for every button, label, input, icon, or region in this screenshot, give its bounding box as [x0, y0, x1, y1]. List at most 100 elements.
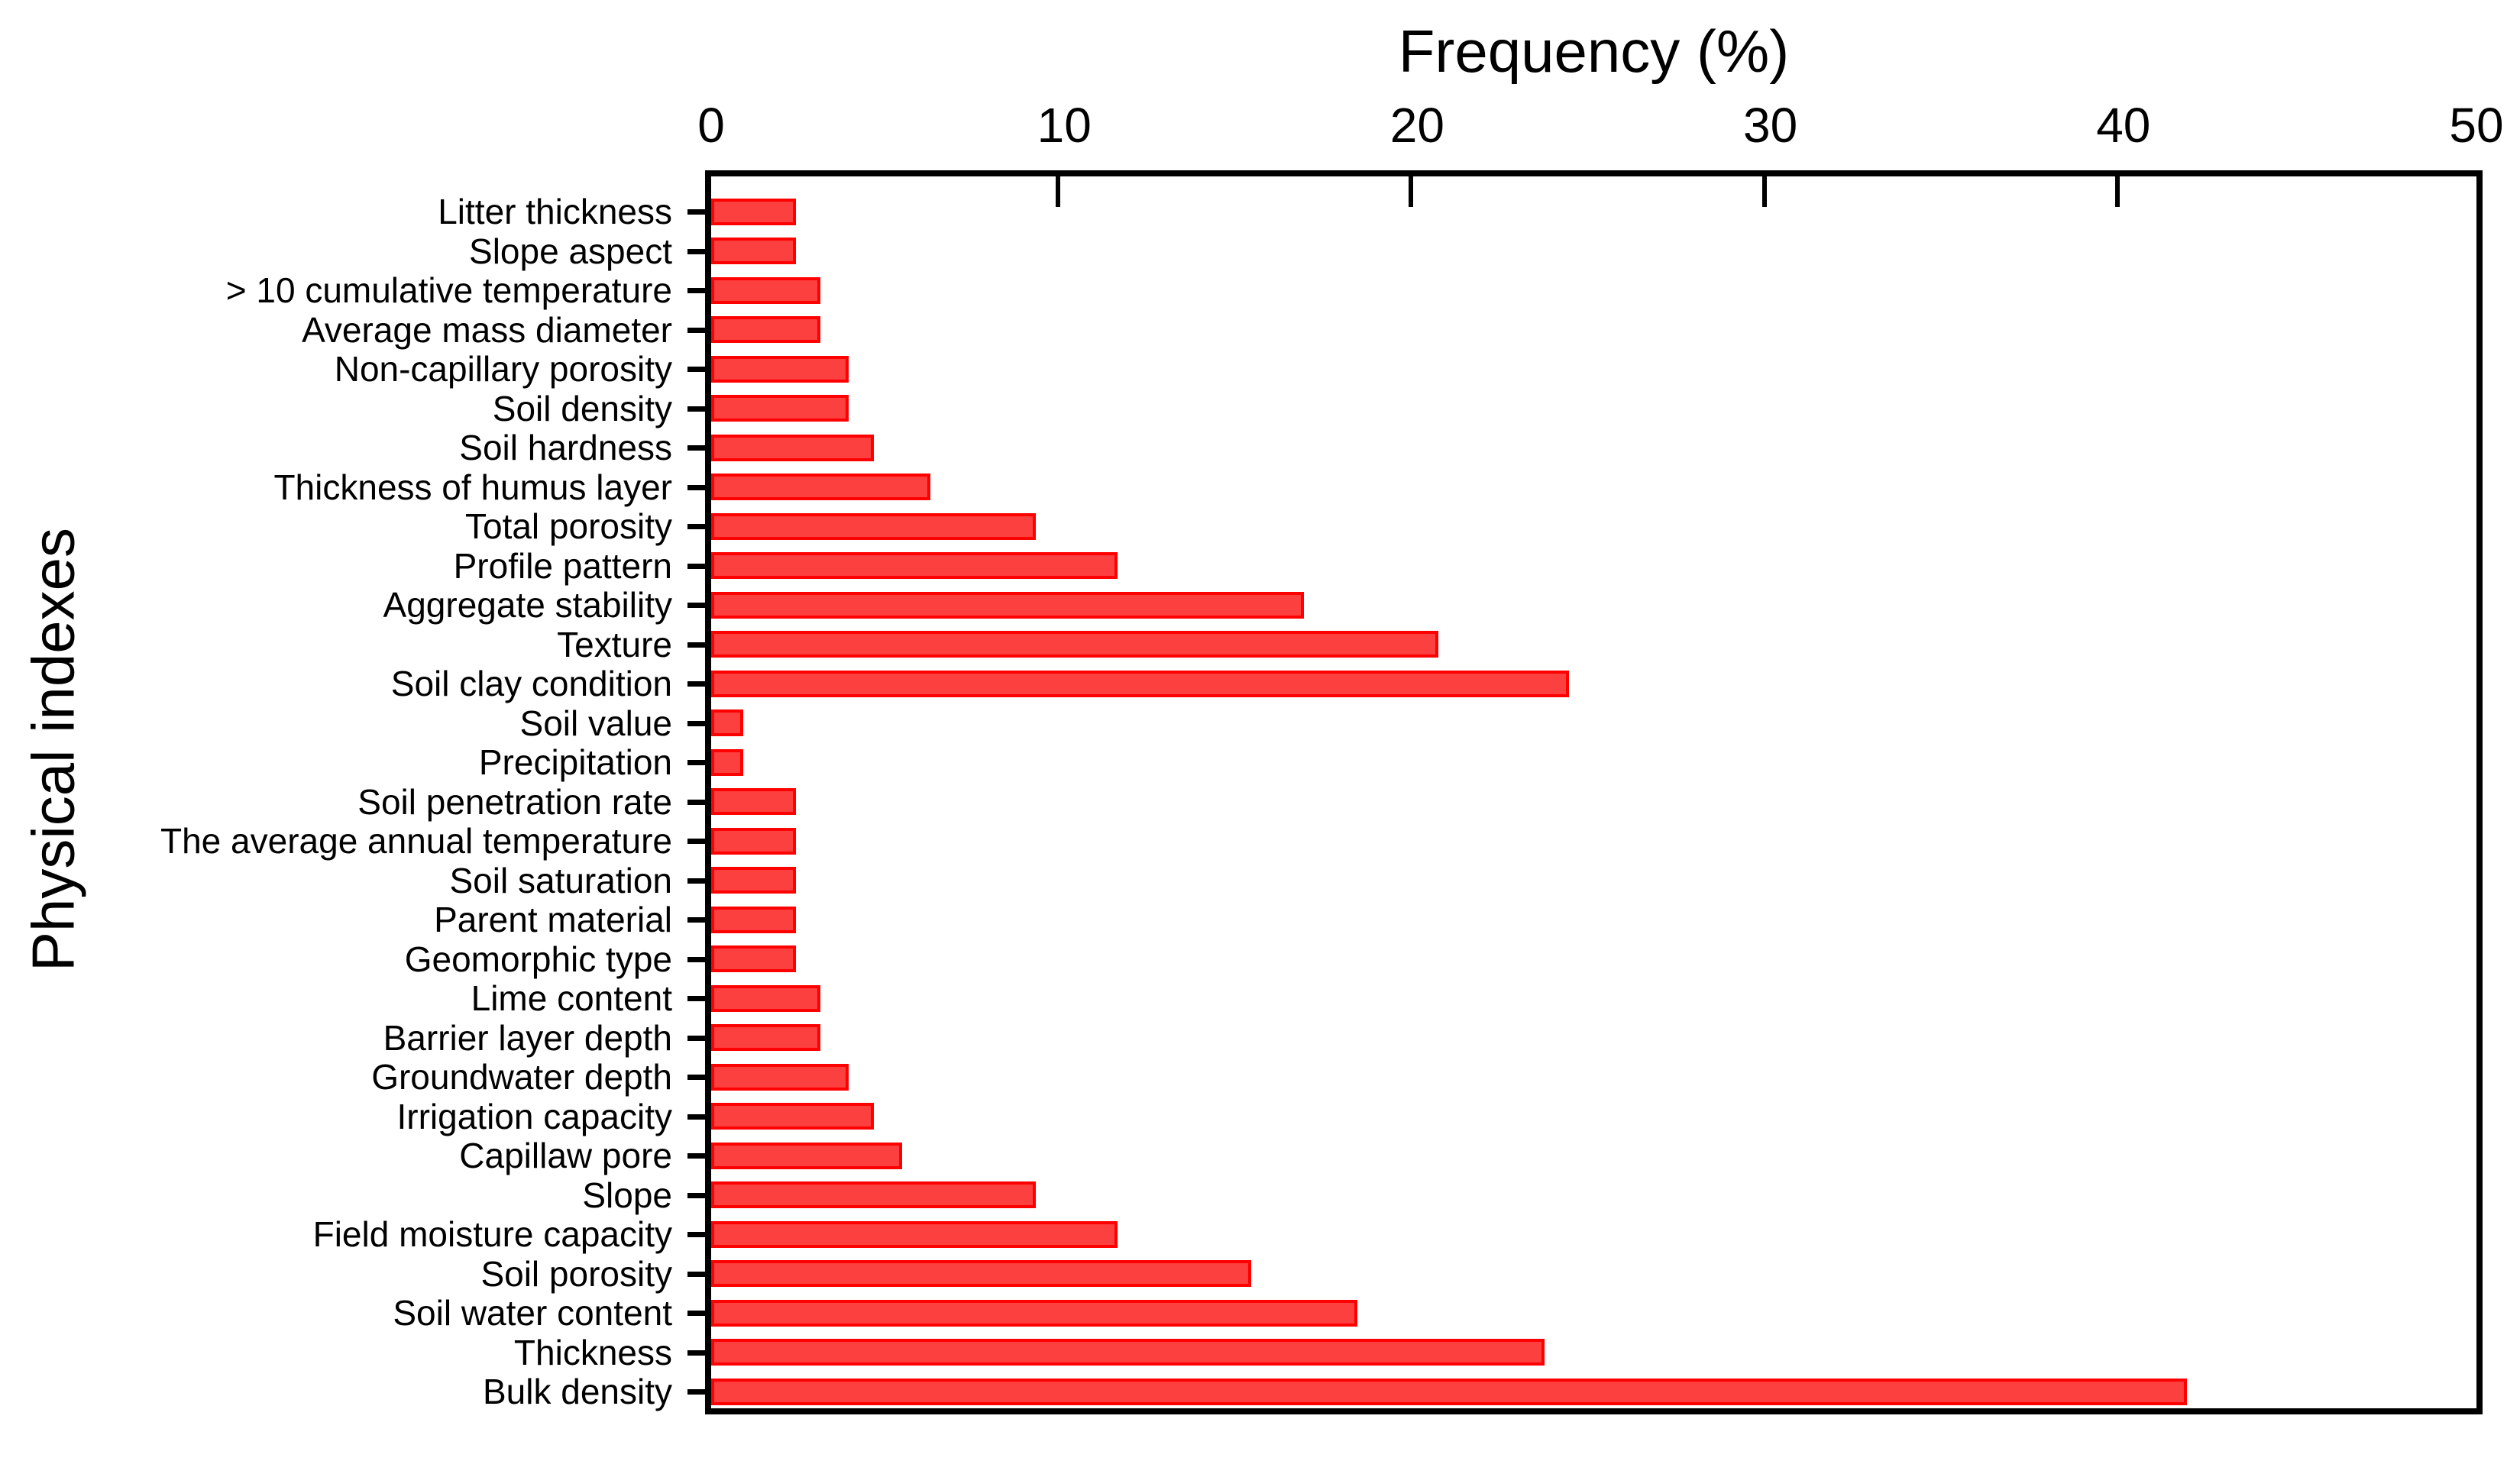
x-tick-mark — [2114, 176, 2120, 207]
y-tick-mark — [687, 681, 705, 687]
category-label-lime-content: Lime content — [471, 978, 672, 1018]
category-label-soil-density: Soil density — [492, 388, 672, 428]
bar-soil-saturation — [711, 867, 796, 894]
bar-geomorphic-type — [711, 945, 796, 972]
category-label-soil-water-content: Soil water content — [393, 1293, 672, 1333]
y-tick-mark — [687, 799, 705, 805]
y-tick-mark — [687, 603, 705, 608]
bar-soil-value — [711, 709, 743, 736]
bar-the-average-annual-temperature — [711, 827, 796, 855]
bar-texture — [711, 631, 1439, 658]
x-tick-label: 50 — [2449, 98, 2504, 153]
y-tick-mark — [687, 406, 705, 412]
bar-slope-aspect — [711, 238, 796, 264]
y-tick-mark — [687, 524, 705, 529]
bar-non-capillary-porosity — [711, 355, 849, 383]
category-label-10-cumulative-temperature: > 10 cumulative temperature — [225, 270, 672, 310]
y-tick-mark — [687, 288, 705, 293]
y-tick-mark — [687, 209, 705, 215]
bar-10-cumulative-temperature — [711, 276, 821, 304]
plot-area — [705, 170, 2483, 1414]
y-tick-mark — [687, 484, 705, 490]
y-tick-mark — [687, 720, 705, 726]
x-tick-mark — [1761, 176, 1767, 207]
y-tick-mark — [687, 839, 705, 844]
bar-soil-porosity — [711, 1260, 1252, 1287]
category-label-the-average-annual-temperature: The average annual temperature — [160, 821, 672, 861]
y-tick-mark — [687, 1192, 705, 1198]
x-tick-label: 30 — [1743, 98, 1798, 153]
category-label-parent-material: Parent material — [434, 900, 672, 939]
x-tick-label: 20 — [1389, 98, 1444, 153]
category-label-average-mass-diameter: Average mass diameter — [302, 309, 672, 350]
y-tick-mark — [687, 878, 705, 884]
bar-soil-density — [711, 395, 849, 422]
bar-precipitation — [711, 748, 743, 776]
bar-parent-material — [711, 906, 796, 933]
y-tick-mark — [687, 327, 705, 333]
bar-bulk-density — [711, 1378, 2187, 1405]
category-label-geomorphic-type: Geomorphic type — [404, 939, 672, 979]
bar-soil-hardness — [711, 434, 874, 461]
bar-aggregate-stability — [711, 591, 1305, 619]
y-tick-mark — [687, 1114, 705, 1120]
category-label-texture: Texture — [557, 624, 672, 664]
category-label-slope: Slope — [582, 1175, 672, 1215]
bar-litter-thickness — [711, 198, 796, 225]
bar-field-moisture-capacity — [711, 1220, 1118, 1248]
bar-soil-water-content — [711, 1299, 1357, 1327]
y-tick-mark — [687, 1153, 705, 1159]
y-tick-mark — [687, 563, 705, 569]
x-tick-mark — [1056, 176, 1061, 207]
bar-average-mass-diameter — [711, 316, 821, 343]
category-label-field-moisture-capacity: Field moisture capacity — [312, 1214, 672, 1254]
category-label-irrigation-capacity: Irrigation capacity — [396, 1096, 673, 1136]
y-tick-mark — [687, 1311, 705, 1316]
y-tick-mark — [687, 1035, 705, 1041]
bar-slope — [711, 1181, 1037, 1208]
y-tick-mark — [687, 248, 705, 254]
category-label-soil-porosity: Soil porosity — [480, 1253, 672, 1294]
category-label-total-porosity: Total porosity — [464, 506, 672, 546]
bar-irrigation-capacity — [711, 1103, 874, 1130]
y-tick-mark — [687, 1075, 705, 1080]
category-label-non-capillary-porosity: Non-capillary porosity — [334, 349, 672, 389]
y-tick-mark — [687, 1232, 705, 1237]
y-tick-mark — [687, 760, 705, 765]
category-label-profile-pattern: Profile pattern — [453, 545, 672, 586]
category-label-soil-saturation: Soil saturation — [449, 860, 673, 900]
category-label-aggregate-stability: Aggregate stability — [383, 585, 672, 625]
x-tick-mark — [1409, 176, 1414, 207]
bar-barrier-layer-depth — [711, 1024, 821, 1051]
category-label-barrier-layer-depth: Barrier layer depth — [383, 1017, 672, 1058]
bar-capillaw-pore — [711, 1142, 902, 1169]
category-label-groundwater-depth: Groundwater depth — [371, 1057, 672, 1097]
x-axis-title: Frequency (%) — [1398, 18, 1790, 85]
category-label-litter-thickness: Litter thickness — [438, 192, 672, 231]
category-label-soil-clay-condition: Soil clay condition — [390, 664, 672, 703]
category-label-soil-penetration-rate: Soil penetration rate — [357, 781, 672, 822]
category-label-soil-hardness: Soil hardness — [459, 428, 672, 467]
bar-thickness-of-humus-layer — [711, 474, 930, 500]
y-tick-mark — [687, 956, 705, 962]
category-label-soil-value: Soil value — [519, 703, 672, 743]
category-label-capillaw-pore: Capillaw pore — [459, 1136, 672, 1175]
bar-profile-pattern — [711, 552, 1118, 579]
x-tick-label: 0 — [697, 98, 725, 153]
bar-thickness — [711, 1339, 1545, 1366]
x-tick-label: 40 — [2096, 98, 2151, 153]
category-label-bulk-density: Bulk density — [482, 1372, 672, 1411]
bar-total-porosity — [711, 512, 1037, 540]
y-tick-mark — [687, 1271, 705, 1277]
y-tick-mark — [687, 1349, 705, 1356]
category-label-thickness-of-humus-layer: Thickness of humus layer — [273, 467, 672, 507]
y-tick-mark — [687, 1389, 705, 1395]
y-tick-mark — [687, 367, 705, 372]
bar-lime-content — [711, 984, 821, 1012]
bar-soil-penetration-rate — [711, 788, 796, 815]
bar-groundwater-depth — [711, 1063, 849, 1091]
y-tick-mark — [687, 445, 705, 451]
bar-soil-clay-condition — [711, 670, 1570, 697]
y-tick-mark — [687, 917, 705, 923]
y-tick-mark — [687, 996, 705, 1001]
